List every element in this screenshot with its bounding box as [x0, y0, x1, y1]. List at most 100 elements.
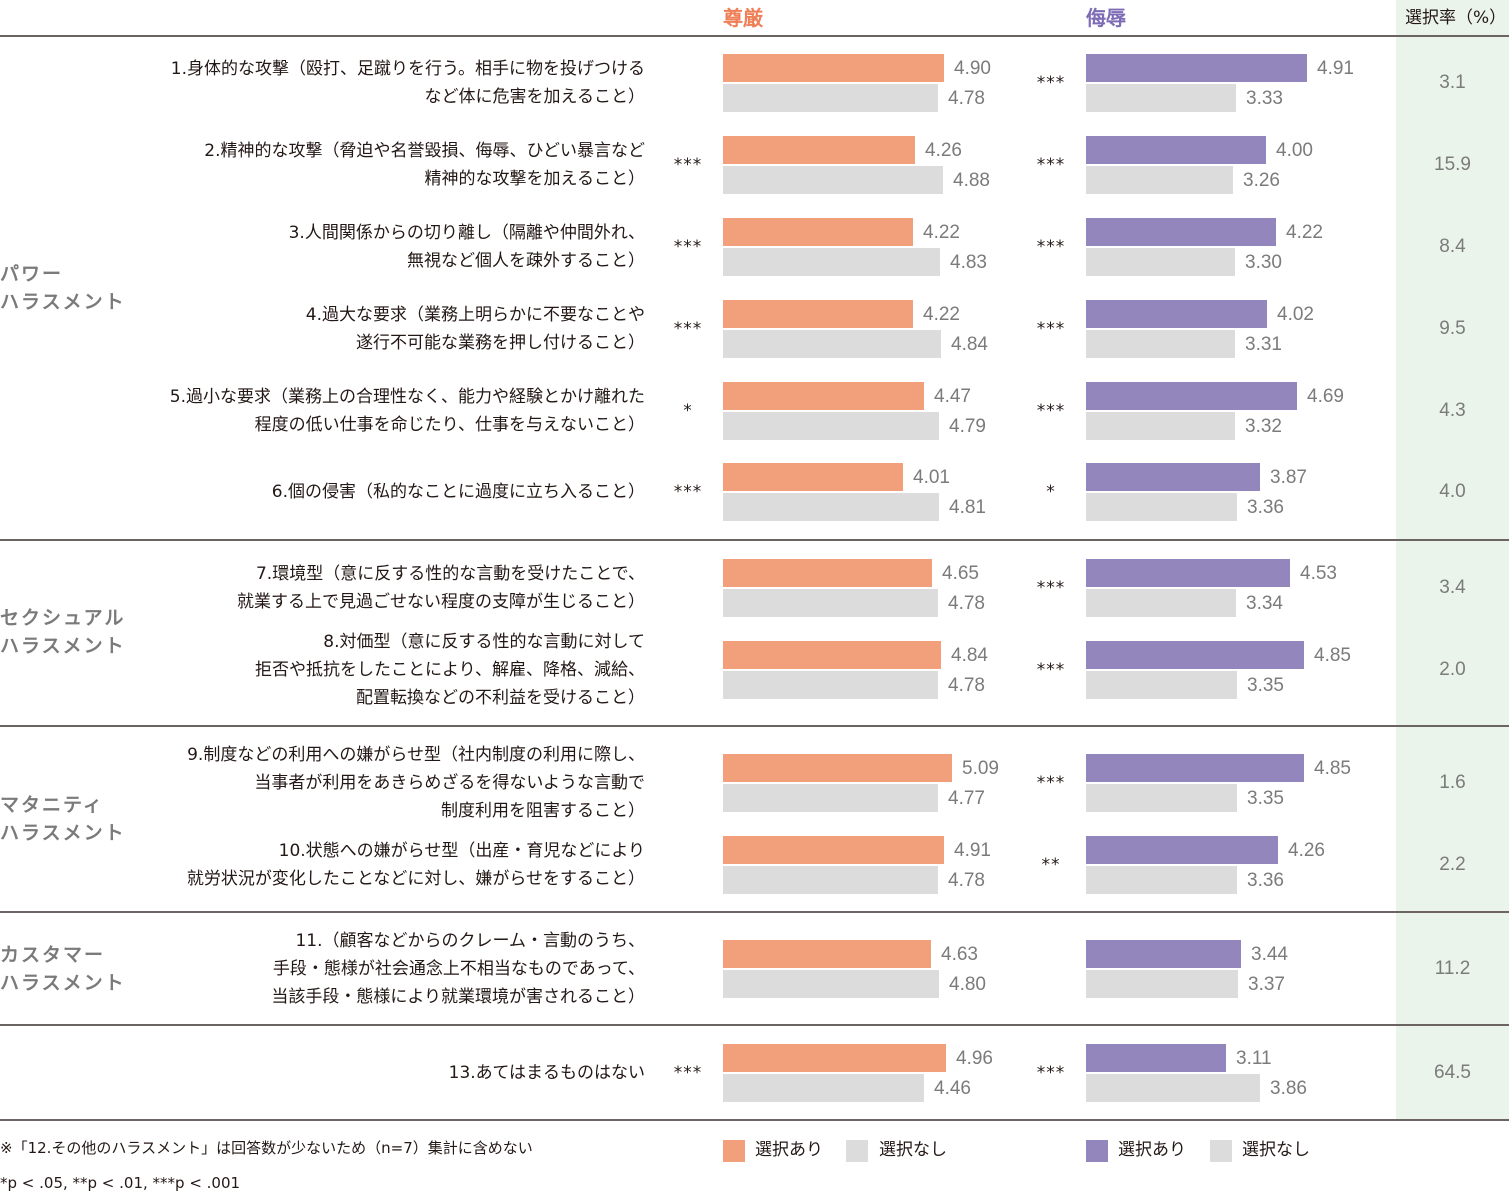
- legend-label-insult-not-selected: 選択なし: [1242, 1140, 1310, 1160]
- value-label: 3.33: [1246, 88, 1283, 109]
- value-label: 4.81: [949, 497, 986, 518]
- value-label: 3.31: [1245, 334, 1282, 355]
- bar-dignity-selected: [723, 54, 944, 82]
- item-label: 4.過大な要求（業務上明らかに不要なことや 遂行不可能な業務を押し付けること）: [305, 305, 645, 353]
- value-label: 4.85: [1314, 645, 1351, 666]
- bar-insult-selected: [1086, 641, 1304, 669]
- value-label: 3.11: [1236, 1048, 1272, 1069]
- value-label: 4.69: [1307, 386, 1344, 407]
- bar-insult-not-selected: [1086, 1074, 1260, 1102]
- value-label: 4.88: [953, 170, 990, 191]
- section-label-maternity-harassment: マタニティ ハラスメント: [0, 794, 126, 844]
- value-label: 4.90: [954, 58, 991, 79]
- bar-insult-not-selected: [1086, 493, 1237, 521]
- bar-insult-selected: [1086, 940, 1241, 968]
- value-label: 4.47: [934, 386, 971, 407]
- bar-insult-not-selected: [1086, 784, 1237, 812]
- header-divider: [0, 35, 1509, 37]
- bar-insult-selected: [1086, 754, 1304, 782]
- bar-dignity-not-selected: [723, 248, 940, 276]
- value-label: 4.83: [950, 252, 987, 273]
- bar-insult-selected: [1086, 836, 1278, 864]
- bar-insult-not-selected: [1086, 248, 1235, 276]
- legend-swatch-dignity-not-selected: [846, 1140, 868, 1162]
- significance-mark-dignity: ***: [673, 155, 703, 175]
- bar-dignity-not-selected: [723, 493, 939, 521]
- selection-rate-value: 15.9: [1434, 154, 1471, 175]
- value-label: 3.44: [1251, 944, 1288, 965]
- value-label: 4.22: [1286, 222, 1323, 243]
- item-label: 1.身体的な攻撃（殴打、足蹴りを行う。相手に物を投げつける など体に危害を加える…: [170, 59, 645, 107]
- selection-rate-header: 選択率（%）: [1405, 8, 1507, 28]
- selection-rate-value: 3.1: [1439, 72, 1466, 93]
- value-label: 5.09: [962, 758, 999, 779]
- value-label: 4.91: [1317, 58, 1354, 79]
- bar-insult-not-selected: [1086, 412, 1235, 440]
- selection-rate-column-background: [1396, 0, 1509, 1120]
- bottom-divider: [0, 1119, 1509, 1121]
- bar-dignity-not-selected: [723, 671, 938, 699]
- bar-dignity-selected: [723, 1044, 946, 1072]
- bar-insult-selected: [1086, 382, 1297, 410]
- value-label: 3.30: [1245, 252, 1282, 273]
- bar-dignity-selected: [723, 300, 913, 328]
- bar-dignity-not-selected: [723, 412, 939, 440]
- value-label: 4.26: [1288, 840, 1325, 861]
- legend-swatch-insult-not-selected: [1210, 1140, 1232, 1162]
- value-label: 3.86: [1270, 1078, 1307, 1099]
- legend-swatch-insult-selected: [1086, 1140, 1108, 1162]
- bar-dignity-selected: [723, 641, 941, 669]
- value-label: 4.84: [951, 645, 988, 666]
- significance-mark-insult: **: [1041, 855, 1061, 875]
- value-label: 4.65: [942, 563, 979, 584]
- section-divider: [0, 911, 1509, 913]
- value-label: 4.78: [948, 675, 985, 696]
- legend-label-dignity-selected: 選択あり: [755, 1140, 823, 1160]
- item-label: 11.（顧客などからのクレーム・言動のうち、 手段・態様が社会通念上不相当なもの…: [271, 931, 645, 1007]
- selection-rate-value: 3.4: [1439, 577, 1466, 598]
- value-label: 4.78: [948, 870, 985, 891]
- item-label: 7.環境型（意に反する性的な言動を受けたことで、 就業する上で見過ごせない程度の…: [237, 564, 645, 612]
- bar-dignity-not-selected: [723, 84, 938, 112]
- section-label-customer-harassment: カスタマー ハラスメント: [0, 944, 126, 994]
- significance-mark-insult: ***: [1036, 578, 1066, 598]
- selection-rate-value: 11.2: [1434, 958, 1471, 979]
- bar-insult-not-selected: [1086, 671, 1237, 699]
- bar-dignity-not-selected: [723, 1074, 924, 1102]
- item-label: 8.対価型（意に反する性的な言動に対して 拒否や抵抗をしたことにより、解雇、降格…: [255, 632, 645, 708]
- item-label: 9.制度などの利用への嫌がらせ型（社内制度の利用に際し、 当事者が利用をあきらめ…: [187, 745, 645, 821]
- bar-insult-not-selected: [1086, 330, 1235, 358]
- selection-rate-value: 4.0: [1439, 481, 1466, 502]
- bar-dignity-not-selected: [723, 589, 938, 617]
- bar-insult-selected: [1086, 300, 1267, 328]
- value-label: 4.84: [951, 334, 988, 355]
- value-label: 3.37: [1248, 974, 1285, 995]
- exclusion-note: ※「12.その他のハラスメント」は回答数が少ないため（n=7）集計に含めない: [0, 1139, 533, 1157]
- bar-insult-selected: [1086, 136, 1266, 164]
- section-divider: [0, 539, 1509, 541]
- item-label: 10.状態への嫌がらせ型（出産・育児などにより 就労状況が変化したことなどに対し…: [186, 841, 645, 889]
- item-label: 2.精神的な攻撃（脅迫や名誉毀損、侮辱、ひどい暴言など 精神的な攻撃を加えること…: [204, 141, 645, 189]
- significance-mark-dignity: ***: [673, 482, 703, 502]
- legend-swatch-dignity-selected: [723, 1140, 745, 1162]
- bar-dignity-selected: [723, 218, 913, 246]
- bar-insult-selected: [1086, 559, 1290, 587]
- value-label: 4.26: [925, 140, 962, 161]
- section-divider: [0, 725, 1509, 727]
- item-label: 3.人間関係からの切り離し（隔離や仲間外れ、 無視など個人を疎外すること）: [288, 223, 645, 271]
- value-label: 3.26: [1243, 170, 1280, 191]
- value-label: 4.00: [1276, 140, 1313, 161]
- bar-insult-selected: [1086, 463, 1260, 491]
- value-label: 4.85: [1314, 758, 1351, 779]
- selection-rate-value: 8.4: [1439, 236, 1466, 257]
- value-label: 3.35: [1247, 788, 1284, 809]
- value-label: 4.78: [948, 593, 985, 614]
- value-label: 3.36: [1247, 870, 1284, 891]
- bar-dignity-selected: [723, 463, 903, 491]
- significance-mark-dignity: ***: [673, 319, 703, 339]
- insult-header: 侮辱: [1086, 6, 1126, 30]
- bar-dignity-selected: [723, 559, 932, 587]
- significance-note: *p < .05, **p < .01, ***p < .001: [0, 1174, 241, 1192]
- significance-mark-insult: ***: [1036, 155, 1066, 175]
- bar-dignity-not-selected: [723, 784, 938, 812]
